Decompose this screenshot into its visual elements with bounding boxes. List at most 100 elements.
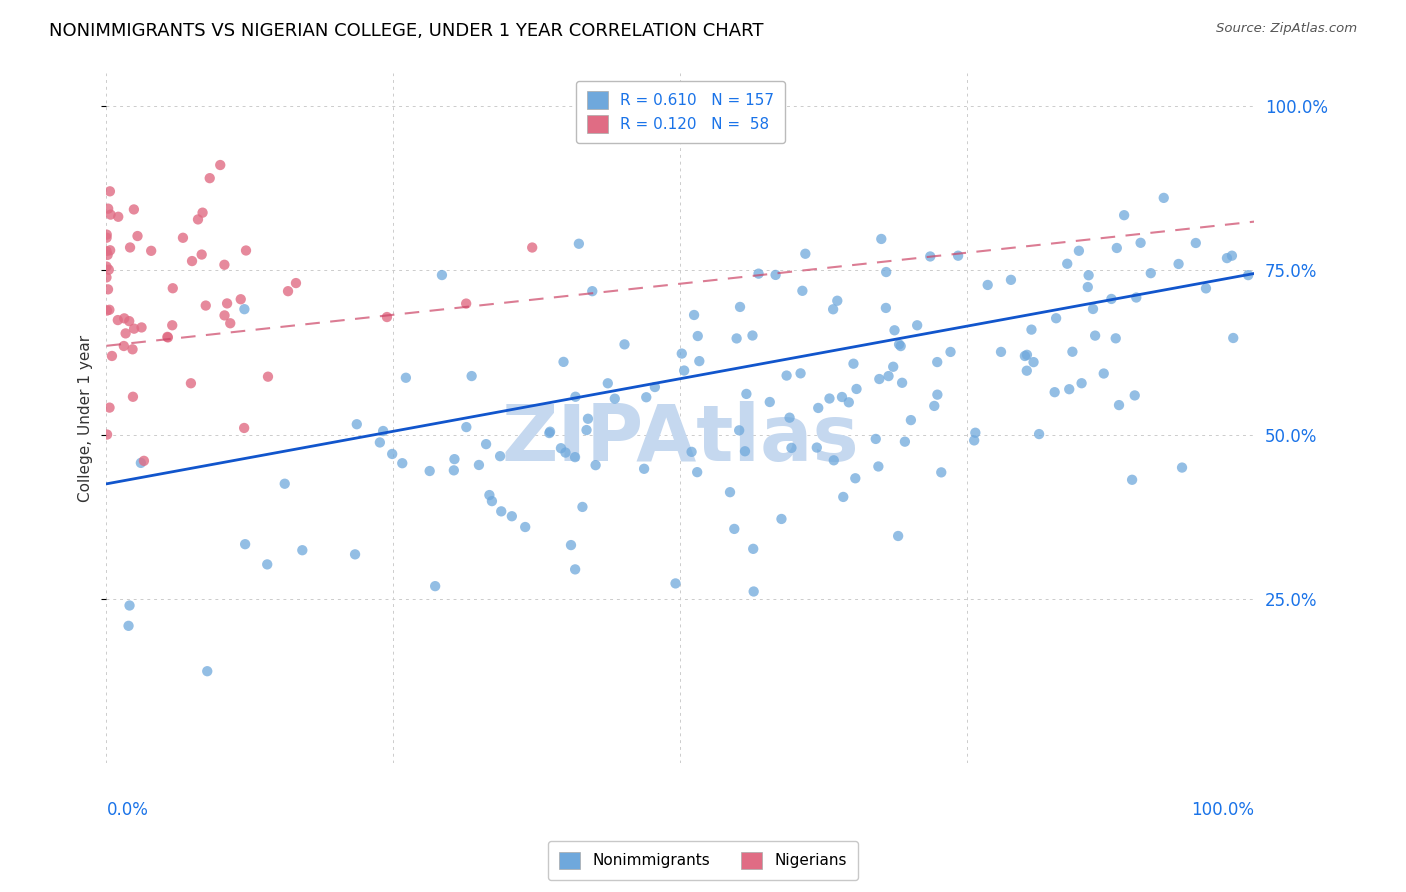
- Point: [963, 434, 986, 448]
- Point: [1043, 385, 1066, 400]
- Point: [98, 302, 121, 317]
- Text: ZIPAtlas: ZIPAtlas: [502, 401, 859, 477]
- Point: [596, 376, 619, 391]
- Point: [1022, 355, 1045, 369]
- Point: [554, 445, 576, 459]
- Text: 100.0%: 100.0%: [1191, 801, 1254, 819]
- Point: [845, 382, 868, 396]
- Point: [929, 466, 952, 480]
- Point: [568, 236, 591, 251]
- Point: [443, 463, 465, 477]
- Point: [1070, 376, 1092, 391]
- Point: [478, 488, 501, 502]
- Point: [1067, 244, 1090, 258]
- Point: [425, 579, 447, 593]
- Point: [209, 158, 232, 172]
- Point: [564, 390, 586, 404]
- Point: [219, 316, 242, 330]
- Point: [277, 284, 299, 298]
- Point: [575, 423, 598, 437]
- Point: [256, 558, 278, 572]
- Point: [112, 311, 135, 326]
- Point: [844, 471, 866, 485]
- Point: [818, 392, 841, 406]
- Point: [868, 372, 890, 386]
- Point: [748, 267, 770, 281]
- Point: [1125, 291, 1147, 305]
- Y-axis label: College, Under 1 year: College, Under 1 year: [79, 334, 93, 501]
- Point: [1015, 364, 1038, 378]
- Point: [965, 425, 987, 440]
- Point: [96, 230, 118, 244]
- Point: [571, 500, 593, 514]
- Point: [1237, 268, 1260, 282]
- Point: [141, 244, 163, 258]
- Text: Source: ZipAtlas.com: Source: ZipAtlas.com: [1216, 22, 1357, 36]
- Point: [1114, 208, 1136, 222]
- Point: [900, 413, 922, 427]
- Point: [765, 268, 787, 282]
- Point: [823, 453, 845, 467]
- Point: [644, 380, 666, 394]
- Point: [373, 424, 395, 438]
- Point: [920, 250, 942, 264]
- Point: [894, 434, 917, 449]
- Point: [725, 331, 748, 345]
- Point: [613, 337, 636, 351]
- Point: [475, 437, 498, 451]
- Point: [156, 330, 179, 344]
- Point: [735, 387, 758, 401]
- Point: [1220, 249, 1243, 263]
- Text: NONIMMIGRANTS VS NIGERIAN COLLEGE, UNDER 1 YEAR CORRELATION CHART: NONIMMIGRANTS VS NIGERIAN COLLEGE, UNDER…: [49, 22, 763, 40]
- Point: [538, 425, 561, 440]
- Point: [1021, 323, 1043, 337]
- Point: [832, 490, 855, 504]
- Point: [443, 452, 465, 467]
- Point: [375, 310, 398, 324]
- Point: [877, 369, 900, 384]
- Point: [214, 309, 236, 323]
- Point: [132, 454, 155, 468]
- Point: [346, 417, 368, 432]
- Point: [97, 248, 120, 262]
- Point: [823, 302, 845, 317]
- Point: [468, 458, 491, 472]
- Point: [831, 390, 853, 404]
- Point: [1171, 460, 1194, 475]
- Point: [990, 344, 1012, 359]
- Point: [194, 299, 217, 313]
- Point: [112, 339, 135, 353]
- Point: [758, 395, 780, 409]
- Point: [122, 321, 145, 335]
- Point: [120, 240, 142, 254]
- Point: [97, 282, 120, 296]
- Point: [1045, 311, 1067, 326]
- Point: [887, 529, 910, 543]
- Point: [794, 246, 817, 260]
- Point: [868, 459, 890, 474]
- Point: [887, 337, 910, 351]
- Point: [522, 240, 544, 254]
- Point: [98, 184, 121, 198]
- Point: [430, 268, 453, 282]
- Point: [229, 292, 252, 306]
- Point: [688, 354, 710, 368]
- Point: [780, 441, 803, 455]
- Point: [107, 210, 129, 224]
- Point: [98, 244, 121, 258]
- Point: [891, 376, 914, 390]
- Point: [285, 276, 308, 290]
- Point: [162, 281, 184, 295]
- Point: [122, 390, 145, 404]
- Point: [97, 202, 120, 216]
- Point: [770, 512, 793, 526]
- Point: [187, 212, 209, 227]
- Point: [673, 363, 696, 377]
- Point: [1167, 257, 1189, 271]
- Point: [127, 229, 149, 244]
- Point: [927, 387, 949, 401]
- Point: [1105, 331, 1128, 345]
- Point: [1084, 328, 1107, 343]
- Point: [117, 619, 139, 633]
- Point: [233, 537, 256, 551]
